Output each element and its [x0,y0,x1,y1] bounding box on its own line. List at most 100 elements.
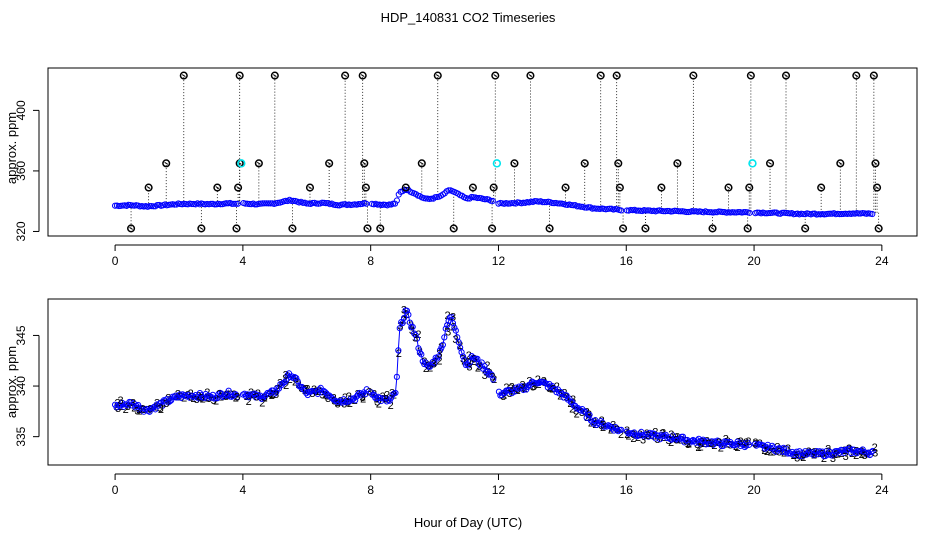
baseline-data-point [432,354,439,361]
series-2-label: 2 [388,400,394,412]
spike-data-point [596,71,605,80]
baseline-data-point [646,429,654,436]
spike-data-point-mark [854,74,859,77]
series-3-label: 3 [694,439,700,451]
x-tick-label: 20 [747,483,761,497]
baseline-data-point [638,428,645,435]
baseline-data-point [835,448,842,455]
baseline-data-point [593,205,600,212]
baseline-data-point [515,383,523,390]
spike-data-point-mark [618,186,622,189]
spike-data-point-mark [872,74,876,77]
baseline-data-point [185,391,192,398]
y-tick-label: 400 [14,100,28,120]
baseline-data-point [386,397,393,404]
baseline-data-point [615,428,622,435]
series-3-label: 3 [530,381,536,393]
spike-data-point-mark [803,227,808,230]
series-3-label: 3 [471,354,477,366]
baseline-data-point [802,448,809,455]
plot-frame [47,298,918,466]
baseline-data-point [779,209,786,216]
baseline-data-point [487,197,494,204]
baseline-data-point [585,204,592,211]
spike-data-point-mark [659,186,664,189]
baseline-data-point [363,200,370,207]
series-2-label: 2 [218,391,224,403]
baseline-data-point [431,360,438,367]
spike-data-point [305,183,315,192]
spike-data-point-mark [272,74,277,77]
series-3-label: 3 [515,384,521,396]
baseline-data-point [630,429,638,436]
baseline-data-point [800,452,807,459]
spike-data-point [235,71,244,80]
series-3-label: 3 [668,429,674,441]
series-3-label: 3 [476,361,482,373]
baseline-data-point [858,448,865,455]
spike-data-point [580,159,589,168]
spike-data-point [232,224,241,233]
series-3-label: 3 [550,384,556,396]
baseline-data-point [146,203,153,210]
series-3-label: 3 [645,430,651,442]
baseline-data-point [636,432,643,439]
baseline-data-point [743,442,750,449]
baseline-data-point [217,201,224,208]
series-3-label: 3 [708,438,714,450]
series-3-label: 3 [586,409,592,421]
series-2-label: 2 [396,348,402,360]
baseline-data-point [411,330,418,337]
spike-data-point-mark [726,186,731,189]
series-3-label: 3 [640,435,646,447]
series-3-label: 3 [140,404,146,416]
series-2-label: 2 [600,422,606,434]
baseline-data-point [393,197,400,204]
baseline-data-point [513,384,520,391]
spike-data-point-mark [621,227,625,230]
baseline-data-point [597,417,605,425]
cyan-data-point [492,159,502,168]
spike-data-point [724,183,733,192]
spike-data-point-mark [745,227,750,230]
baseline-data-point [541,198,548,206]
series-3-label: 3 [283,370,289,382]
series-3-label: 3 [277,378,283,390]
baseline-data-point [442,325,449,332]
baseline-data-point [815,211,822,218]
baseline-data-point [825,210,832,217]
series-3-label: 3 [254,392,260,404]
series-3-label: 3 [412,333,418,345]
baseline-data-point [769,442,776,449]
baseline-data-point [166,398,173,405]
baseline-data-point [296,382,303,390]
series-3-label: 3 [303,383,309,395]
baseline-data-point [380,201,387,208]
baseline-data-point [412,331,419,339]
x-tick-label: 24 [875,254,889,268]
spike-data-point-mark [598,74,603,77]
baseline-data-point [246,200,253,208]
series-2-label: 2 [618,429,624,441]
baseline-data-point [400,314,408,322]
spike-data-point-mark [691,74,696,77]
baseline-data-point [544,384,551,391]
x-tick-label: 12 [492,483,506,497]
cyan-data-point [748,159,757,168]
baseline-data-point [836,211,843,218]
baseline-data-point [254,391,261,398]
cyan-data-point [237,159,246,168]
baseline-data-point [242,200,249,207]
baseline-data-point [467,358,474,366]
baseline-data-point [623,207,631,214]
series-3-label: 3 [872,448,878,460]
spike-data-point [526,71,535,80]
baseline-data-point [668,436,675,443]
baseline-data-point [787,450,794,457]
spike-data-point [743,224,752,233]
baseline-data-point [706,209,713,216]
series-2-label: 2 [592,419,598,431]
spike-data-point [673,159,682,168]
series-2-label: 2 [859,449,865,461]
baseline-data-point [701,437,708,445]
